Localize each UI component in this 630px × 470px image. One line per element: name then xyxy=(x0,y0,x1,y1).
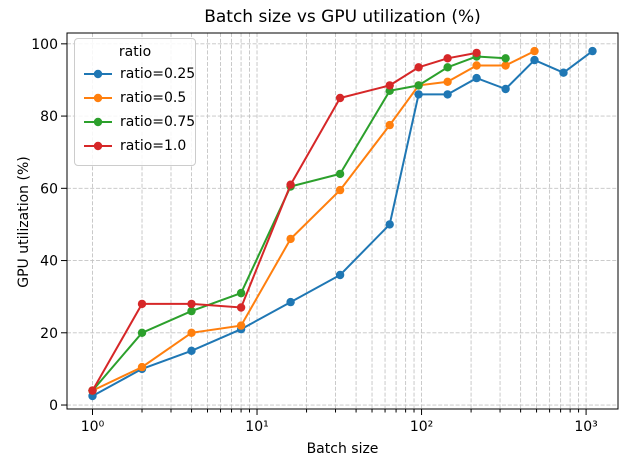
legend-marker-ratio=1.0 xyxy=(84,141,112,151)
series-line-ratio=0.5 xyxy=(92,50,535,392)
data-point-ratio=1.0-x144 xyxy=(443,54,452,63)
legend-items: ratio=0.25 ratio=0.5 ratio=0.75 ratio=1.0 xyxy=(83,62,195,158)
data-point-ratio=0.25-x216 xyxy=(472,73,481,83)
data-point-ratio=0.5-x8 xyxy=(236,321,246,330)
data-point-ratio=0.25-x64 xyxy=(385,220,394,229)
data-point-ratio=1.0-x32 xyxy=(335,93,345,103)
y-tick-label: 100 xyxy=(31,37,58,53)
data-point-ratio=0.75-x324 xyxy=(501,54,510,63)
data-point-ratio=0.25-x729 xyxy=(559,68,568,77)
y-tick-label: 20 xyxy=(40,326,58,342)
legend-marker-ratio=0.75 xyxy=(84,117,112,127)
data-point-ratio=0.5-x144 xyxy=(443,77,452,87)
data-point-ratio=0.75-x8 xyxy=(236,288,246,298)
chart-title: Batch size vs GPU utilization (%) xyxy=(204,7,481,27)
y-tick-label: 60 xyxy=(40,181,58,197)
data-point-ratio=1.0-x216 xyxy=(472,48,481,58)
data-point-ratio=1.0-x8 xyxy=(236,303,246,312)
data-point-ratio=0.5-x32 xyxy=(335,185,345,195)
data-point-ratio=0.5-x486 xyxy=(530,46,539,56)
data-point-ratio=0.5-x16 xyxy=(286,234,295,244)
data-point-ratio=0.25-x324 xyxy=(501,84,510,94)
data-point-ratio=0.25-x4 xyxy=(187,346,196,355)
x-tick-label: 10¹ xyxy=(245,419,268,435)
x-axis-label: Batch size xyxy=(306,441,379,457)
data-point-ratio=0.75-x32 xyxy=(335,169,345,179)
axes-spines xyxy=(66,32,619,410)
legend-label: ratio=0.5 xyxy=(120,90,187,106)
data-point-ratio=0.5-x324 xyxy=(501,61,510,70)
data-point-ratio=0.75-x96 xyxy=(414,81,423,90)
y-tick-label: 40 xyxy=(40,254,58,270)
data-point-ratio=1.0-x16 xyxy=(286,180,295,189)
x-tick-label: 10² xyxy=(410,419,433,435)
data-point-ratio=0.25-x16 xyxy=(286,297,295,307)
series-line-ratio=1.0 xyxy=(91,51,477,392)
data-point-ratio=0.25-x486 xyxy=(530,55,539,65)
series-line-ratio=0.25 xyxy=(92,50,594,397)
data-point-ratio=1.0-x1 xyxy=(88,386,97,395)
data-point-ratio=0.5-x4 xyxy=(187,328,196,337)
legend-label: ratio=1.0 xyxy=(120,138,187,154)
data-point-ratio=0.75-x2 xyxy=(137,328,147,337)
data-point-ratio=0.25-x32 xyxy=(335,270,345,280)
data-point-ratio=1.0-x2 xyxy=(137,299,147,309)
legend-title: ratio xyxy=(118,44,152,60)
y-axis-label: GPU utilization (%) xyxy=(16,156,32,288)
series-ratio=0.75 xyxy=(88,52,510,395)
data-point-ratio=1.0-x64 xyxy=(385,81,394,90)
legend-item-ratio=1.0: ratio=1.0 xyxy=(83,134,187,158)
data-point-ratio=0.5-x2 xyxy=(137,362,147,372)
axis-ticks: 10⁰ 10¹ 10² 10³ 0 20 40 60 80 100 xyxy=(31,37,598,435)
data-point-ratio=0.5-x216 xyxy=(472,61,481,70)
data-point-ratio=0.75-x4 xyxy=(187,306,196,316)
legend: ratio ratio=0.25 ratio=0.5 ratio=0.75 ratio… xyxy=(74,38,196,166)
data-point-ratio=0.75-x144 xyxy=(443,63,452,72)
legend-label: ratio=0.75 xyxy=(120,114,196,130)
legend-item-ratio=0.5: ratio=0.5 xyxy=(83,86,187,110)
series-group xyxy=(88,46,597,401)
legend-item-ratio=0.75: ratio=0.75 xyxy=(83,110,195,134)
gridlines xyxy=(67,33,618,409)
data-point-ratio=0.25-x1094 xyxy=(588,46,597,56)
legend-marker-ratio=0.25 xyxy=(84,69,112,79)
data-point-ratio=1.0-x96 xyxy=(414,63,423,72)
x-tick-label: 10³ xyxy=(574,419,597,435)
legend-item-ratio=0.25: ratio=0.25 xyxy=(83,62,195,86)
y-tick-label: 0 xyxy=(49,398,58,414)
series-ratio=1.0 xyxy=(88,48,481,395)
y-tick-label: 80 xyxy=(40,109,58,125)
data-point-ratio=1.0-x4 xyxy=(187,299,196,309)
data-point-ratio=0.5-x64 xyxy=(385,120,394,130)
data-point-ratio=0.25-x96 xyxy=(414,90,423,99)
data-point-ratio=0.25-x144 xyxy=(443,90,452,99)
legend-label: ratio=0.25 xyxy=(120,66,196,82)
legend-marker-ratio=0.5 xyxy=(84,93,112,103)
x-tick-label: 10⁰ xyxy=(81,419,105,435)
